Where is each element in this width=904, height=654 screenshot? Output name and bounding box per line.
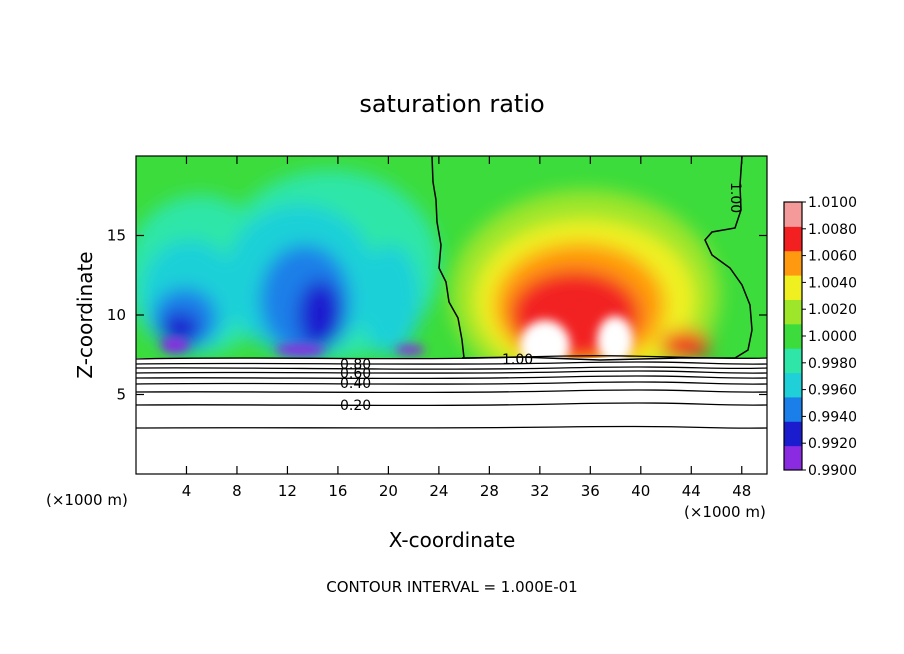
colorbar-label: 1.0100 [808, 195, 857, 211]
x-tick-label: 12 [278, 482, 297, 500]
contour-label-0-20: 0.20 [340, 398, 371, 414]
colorbar-label: 0.9960 [808, 383, 857, 399]
x-axis-label: X-coordinate [389, 528, 516, 552]
x-unit-label-right: (×1000 m) [684, 503, 766, 521]
colorbar-segment [784, 250, 802, 276]
colorbar-segment [784, 323, 802, 349]
lower-layer [136, 358, 767, 474]
colorbar-label: 0.9920 [808, 436, 857, 452]
colorbar: 0.9900 0.9920 0.9940 0.9960 0.9980 1.0000 1.00… [783, 195, 857, 479]
x-tick-label: 32 [530, 482, 549, 500]
contour-label-0-60: 0.60 [340, 366, 371, 382]
x-tick-label: 36 [581, 482, 600, 500]
colorbar-segment [784, 421, 802, 447]
x-tick-label: 16 [328, 482, 347, 500]
colorbar-segment [784, 275, 802, 300]
colorbar-segment [784, 348, 802, 374]
contour-label-0-80: 0.80 [340, 357, 371, 373]
x-tick-label: 24 [429, 482, 448, 500]
x-axis: 4 8 12 16 20 24 28 32 36 40 44 48 [182, 156, 751, 500]
colorbar-label: 1.0040 [808, 275, 857, 291]
colorbar-segment [784, 299, 802, 325]
colorbar-label: 0.9900 [808, 463, 857, 479]
contour-label-1-00-right: 1.00 [727, 182, 743, 213]
x-tick-label: 20 [379, 482, 398, 500]
colorbar-label: 0.9980 [808, 356, 857, 372]
colorbar-label: 1.0060 [808, 249, 857, 265]
supersaturated-region [450, 190, 720, 400]
x-unit-label-left: (×1000 m) [46, 491, 128, 509]
y-tick-label: 5 [116, 386, 126, 404]
colorbar-label: 1.0020 [808, 302, 857, 318]
x-tick-label: 4 [182, 482, 192, 500]
x-tick-label: 40 [631, 482, 650, 500]
colorbar-label: 1.0080 [808, 222, 857, 238]
subsaturated-region [136, 170, 440, 360]
contour-label-0-40: 0.40 [340, 376, 371, 392]
x-tick-label: 8 [232, 482, 242, 500]
x-tick-label: 28 [480, 482, 499, 500]
y-tick-label: 15 [107, 227, 126, 245]
y-axis: 5 10 15 [107, 227, 767, 404]
contour-lines-lower [136, 355, 767, 429]
y-tick-label: 10 [107, 306, 126, 324]
colorbar-label: 1.0000 [808, 329, 857, 345]
contour-interval-note: CONTOUR INTERVAL = 1.000E-01 [326, 578, 577, 596]
x-tick-label: 48 [732, 482, 751, 500]
colorbar-segment [784, 372, 802, 398]
colorbar-segment [784, 396, 802, 422]
plot-area [136, 156, 767, 474]
x-tick-label: 44 [682, 482, 701, 500]
contour-line-1-00 [431, 156, 753, 361]
y-axis-label: Z-coordinate [73, 251, 97, 378]
colorbar-segment [784, 445, 802, 471]
colorbar-segment [784, 202, 802, 227]
chart-title: saturation ratio [359, 90, 544, 118]
subsaturated-core [161, 337, 425, 356]
colorbar-segment [784, 226, 802, 252]
colorbar-label: 0.9940 [808, 409, 857, 425]
contour-label-1-00: 1.00 [502, 352, 533, 368]
